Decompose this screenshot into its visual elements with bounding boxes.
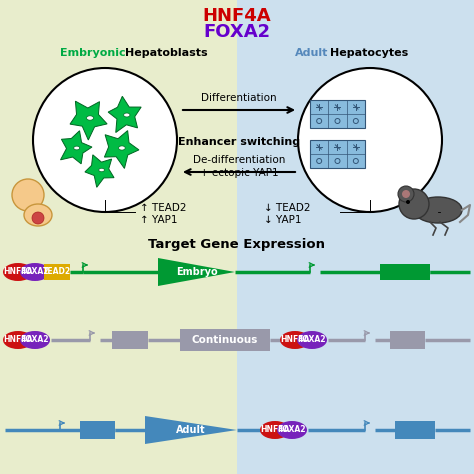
Polygon shape bbox=[61, 131, 92, 164]
Text: TEAD2: TEAD2 bbox=[43, 267, 71, 276]
Circle shape bbox=[32, 212, 44, 224]
Ellipse shape bbox=[86, 116, 93, 120]
Circle shape bbox=[406, 200, 410, 204]
Ellipse shape bbox=[277, 421, 307, 439]
Text: Embryonic: Embryonic bbox=[60, 48, 126, 58]
Text: Adult: Adult bbox=[295, 48, 328, 58]
Polygon shape bbox=[158, 258, 235, 286]
Text: HNF4A: HNF4A bbox=[3, 267, 33, 276]
Bar bbox=[237, 0, 474, 474]
Text: HNF4A: HNF4A bbox=[3, 336, 33, 345]
Ellipse shape bbox=[20, 331, 50, 349]
Ellipse shape bbox=[414, 197, 462, 223]
Bar bbox=[310, 100, 365, 128]
Ellipse shape bbox=[124, 113, 130, 117]
Text: Differentiation: Differentiation bbox=[201, 93, 277, 103]
Text: FOXA2: FOXA2 bbox=[21, 336, 49, 345]
Bar bbox=[395, 421, 435, 439]
Ellipse shape bbox=[118, 146, 125, 150]
Text: Enhancer switching: Enhancer switching bbox=[178, 137, 300, 147]
Text: Hepatocytes: Hepatocytes bbox=[330, 48, 408, 58]
Text: Continuous: Continuous bbox=[192, 335, 258, 345]
Bar bbox=[80, 421, 115, 439]
Bar bbox=[310, 140, 365, 168]
Ellipse shape bbox=[3, 263, 33, 281]
Ellipse shape bbox=[297, 331, 327, 349]
Bar bbox=[0, 0, 237, 474]
Circle shape bbox=[402, 190, 410, 198]
Text: FOXA2: FOXA2 bbox=[203, 23, 271, 41]
Polygon shape bbox=[145, 416, 237, 444]
Text: HNF4A: HNF4A bbox=[260, 426, 290, 435]
Text: De-differentiation: De-differentiation bbox=[193, 155, 285, 165]
Polygon shape bbox=[70, 101, 107, 140]
Bar bbox=[180, 329, 270, 351]
Text: + ectopic YAP1: + ectopic YAP1 bbox=[200, 168, 278, 178]
Text: ↑ YAP1: ↑ YAP1 bbox=[140, 215, 177, 225]
Text: HNF4A: HNF4A bbox=[203, 7, 271, 25]
Text: FOXA2: FOXA2 bbox=[21, 267, 49, 276]
Circle shape bbox=[12, 179, 44, 211]
Text: FOXA2: FOXA2 bbox=[298, 336, 326, 345]
Text: ↓ TEAD2: ↓ TEAD2 bbox=[264, 203, 310, 213]
Text: ↓ YAP1: ↓ YAP1 bbox=[264, 215, 301, 225]
Text: HNF4A: HNF4A bbox=[280, 336, 310, 345]
Text: Embryo: Embryo bbox=[176, 267, 217, 277]
Polygon shape bbox=[104, 131, 139, 168]
Circle shape bbox=[298, 68, 442, 212]
Ellipse shape bbox=[74, 146, 80, 150]
Ellipse shape bbox=[280, 331, 310, 349]
Polygon shape bbox=[85, 155, 114, 187]
Ellipse shape bbox=[3, 331, 33, 349]
Text: Adult: Adult bbox=[176, 425, 206, 435]
Bar bbox=[380, 264, 430, 280]
Text: Hepatoblasts: Hepatoblasts bbox=[125, 48, 208, 58]
Ellipse shape bbox=[260, 421, 290, 439]
Text: ↑ TEAD2: ↑ TEAD2 bbox=[140, 203, 186, 213]
Ellipse shape bbox=[99, 168, 104, 172]
Bar bbox=[390, 331, 425, 349]
Text: FOXA2: FOXA2 bbox=[278, 426, 306, 435]
Ellipse shape bbox=[24, 204, 52, 226]
Text: Target Gene Expression: Target Gene Expression bbox=[148, 237, 326, 250]
Circle shape bbox=[33, 68, 177, 212]
Bar bbox=[44, 264, 70, 280]
Circle shape bbox=[399, 189, 429, 219]
Circle shape bbox=[398, 186, 414, 202]
Ellipse shape bbox=[20, 263, 50, 281]
Bar bbox=[112, 331, 148, 349]
Polygon shape bbox=[108, 96, 141, 133]
